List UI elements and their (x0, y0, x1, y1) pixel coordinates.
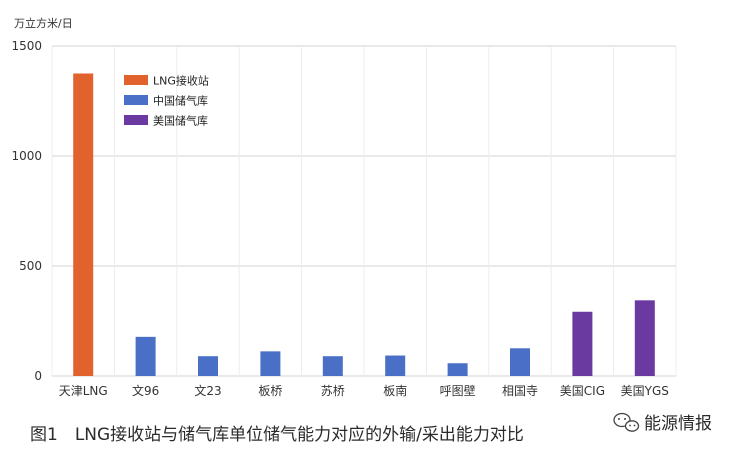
bar (572, 311, 593, 376)
bar (447, 363, 468, 376)
x-tick-label: 文23 (194, 383, 221, 398)
legend-label: 中国储气库 (153, 94, 208, 108)
y-axis-unit-label: 万立方米/日 (14, 16, 73, 30)
y-tick-label: 1000 (11, 149, 42, 163)
bar (73, 73, 94, 376)
wechat-icon (613, 412, 640, 432)
x-tick-label: 相国寺 (502, 384, 538, 398)
figure-caption: 图1 LNG接收站与储气库单位储气能力对应的外输/采出能力对比 (30, 425, 524, 445)
brand-name: 能源情报 (644, 414, 712, 434)
bar (385, 355, 406, 376)
x-axis-ticks: 天津LNG 文96 文23 板桥 苏桥 板南 呼图壁 相国寺 美国CIG 美国YGS (59, 383, 669, 398)
x-tick-label: 美国YGS (621, 384, 669, 398)
bar (510, 348, 530, 376)
bar (322, 356, 343, 376)
legend-swatch (124, 95, 148, 105)
bar (260, 351, 281, 376)
x-tick-label: 板桥 (258, 384, 282, 398)
x-tick-label: 呼图壁 (440, 383, 476, 398)
x-tick-label: 天津LNG (59, 384, 108, 398)
brand-logo: 能源情报 (613, 412, 712, 434)
x-tick-label: 文96 (132, 383, 159, 398)
bar (634, 300, 655, 376)
legend-label: 美国储气库 (153, 114, 208, 128)
grid-lines (51, 45, 677, 377)
bars (73, 73, 655, 376)
y-tick-label: 0 (34, 369, 42, 383)
y-axis-ticks: 0 500 1000 1500 (11, 39, 42, 383)
bar (135, 336, 156, 376)
x-tick-label: 美国CIG (560, 384, 605, 398)
x-tick-label: 板南 (383, 383, 407, 398)
y-tick-label: 1500 (11, 39, 42, 53)
legend-swatch (124, 75, 148, 85)
y-tick-label: 500 (19, 259, 42, 273)
bar (198, 356, 218, 376)
legend-label: LNG接收站 (153, 74, 209, 88)
legend-swatch (124, 115, 148, 125)
x-tick-label: 苏桥 (321, 384, 345, 398)
